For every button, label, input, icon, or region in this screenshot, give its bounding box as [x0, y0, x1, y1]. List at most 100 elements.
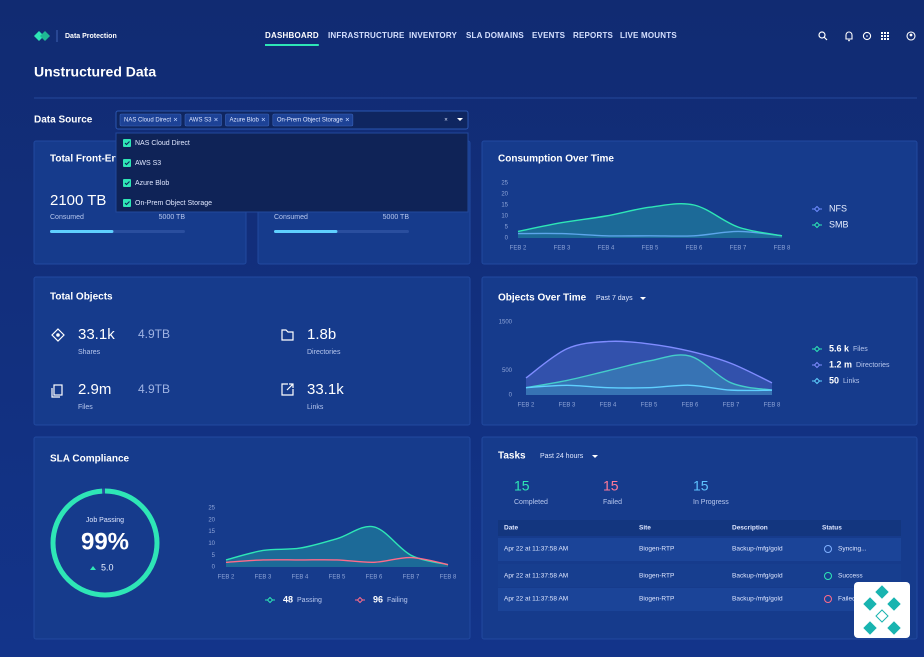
- legend-label: Passing: [297, 597, 322, 604]
- status: Failed: [838, 596, 856, 603]
- chip-remove[interactable]: [261, 117, 266, 122]
- badge-diamond: [887, 597, 901, 611]
- cell: Apr 22 at 11:37:58 AM: [504, 596, 568, 603]
- consumed-label: Consumed: [50, 214, 84, 221]
- nav-item[interactable]: DASHBOARD: [265, 31, 319, 40]
- nav-item[interactable]: SLA DOMAINS: [466, 31, 524, 40]
- nav-item[interactable]: LIVE MOUNTS: [620, 31, 677, 40]
- apps-icon[interactable]: [881, 32, 889, 40]
- chip[interactable]: [184, 113, 222, 127]
- y-tick-label: 20: [501, 192, 508, 198]
- help-icon[interactable]: [862, 31, 872, 41]
- nav-item[interactable]: REPORTS: [573, 31, 614, 40]
- bell-icon[interactable]: [845, 31, 853, 42]
- x-tick-label: FEB 5: [642, 246, 659, 252]
- checkbox[interactable]: [123, 199, 131, 207]
- status-icon: [824, 545, 832, 553]
- chip-label: AWS S3: [189, 118, 212, 124]
- cell: Backup-/mfg/gold: [732, 573, 783, 580]
- logo: [34, 30, 58, 42]
- dropdown-option[interactable]: AWS S3: [135, 160, 161, 167]
- object-value: 33.1k: [307, 381, 344, 398]
- range-select[interactable]: Past 7 days: [596, 295, 633, 302]
- x-tick-label: FEB 7: [723, 403, 740, 409]
- folder-icon: [281, 329, 294, 341]
- object-value: 2.9m: [78, 381, 111, 398]
- series-area: [518, 203, 782, 238]
- clear-icon[interactable]: ×: [444, 118, 448, 124]
- range-caret[interactable]: [592, 455, 598, 458]
- nav-underline: [265, 44, 319, 46]
- cell: Backup-/mfg/gold: [732, 596, 783, 603]
- y-tick-label: 500: [502, 368, 513, 374]
- dropdown-option[interactable]: Azure Blob: [135, 180, 169, 187]
- checkbox[interactable]: [123, 159, 131, 167]
- y-tick-label: 15: [208, 529, 215, 535]
- legend-value: 48: [283, 594, 293, 604]
- x-tick-label: FEB 6: [682, 403, 699, 409]
- cell: Biogen-RTP: [639, 596, 674, 603]
- x-tick-label: FEB 6: [366, 575, 383, 581]
- dropdown-option[interactable]: NAS Cloud Direct: [135, 140, 190, 147]
- object-value: 1.8b: [307, 326, 336, 343]
- storage-value: 2100 TB: [50, 192, 106, 209]
- chip-remove[interactable]: [173, 117, 178, 122]
- column-header: Status: [822, 525, 842, 532]
- x-tick-label: FEB 4: [600, 403, 617, 409]
- card-title: Consumption Over Time: [498, 154, 614, 165]
- status: Success: [838, 573, 863, 580]
- legend-value: 50: [829, 375, 839, 385]
- status-icon: [824, 595, 832, 603]
- card: [481, 276, 918, 426]
- y-tick-label: 0: [509, 393, 513, 399]
- badge-diamond: [863, 597, 877, 611]
- card: [481, 140, 918, 265]
- series-line: [225, 525, 449, 566]
- legend-label: SMB: [829, 219, 849, 229]
- select-caret[interactable]: [457, 118, 463, 121]
- nav-item[interactable]: INFRASTRUCTURE: [328, 31, 405, 40]
- progress-fill: [274, 230, 338, 233]
- gauge-label: Job Passing: [86, 517, 124, 524]
- legend-label: Failing: [387, 597, 408, 604]
- task-count-label: Failed: [603, 499, 622, 506]
- chip-remove[interactable]: [214, 117, 218, 122]
- user-icon[interactable]: [906, 31, 916, 41]
- card-title: Total Objects: [50, 292, 113, 303]
- progress-fill: [50, 230, 114, 233]
- chip[interactable]: [272, 113, 354, 127]
- card: [33, 276, 471, 426]
- series-line: [525, 340, 773, 384]
- x-tick-label: FEB 3: [255, 575, 272, 581]
- nav-item[interactable]: EVENTS: [532, 31, 566, 40]
- data-source-label: Data Source: [34, 115, 93, 126]
- column-header: Description: [732, 525, 768, 532]
- search-icon[interactable]: [818, 31, 828, 41]
- dropdown-option[interactable]: On-Prem Object Storage: [135, 200, 212, 207]
- checkbox[interactable]: [123, 179, 131, 187]
- chip-remove[interactable]: [345, 117, 350, 122]
- range-select[interactable]: Past 24 hours: [540, 453, 584, 460]
- legend-value: 96: [373, 594, 383, 604]
- chip[interactable]: [119, 113, 182, 127]
- checkbox[interactable]: [123, 139, 131, 147]
- badge-diamond: [887, 621, 901, 635]
- y-tick-label: 25: [208, 506, 215, 512]
- check: [124, 141, 130, 146]
- nav-item[interactable]: INVENTORY: [409, 31, 457, 40]
- x-tick-label: FEB 8: [440, 575, 457, 581]
- legend-marker: [813, 345, 821, 353]
- legend-marker: [813, 205, 821, 213]
- x-tick-label: FEB 2: [218, 575, 235, 581]
- card-title: Tasks: [498, 451, 526, 462]
- chip[interactable]: [225, 113, 270, 127]
- legend-label: Files: [853, 346, 868, 353]
- legend-marker: [266, 596, 274, 604]
- brand: Data Protection: [65, 33, 117, 40]
- check: [124, 181, 130, 186]
- range-caret[interactable]: [640, 297, 646, 300]
- legend-value: 1.2 m: [829, 359, 852, 369]
- y-tick-label: 5: [212, 553, 216, 559]
